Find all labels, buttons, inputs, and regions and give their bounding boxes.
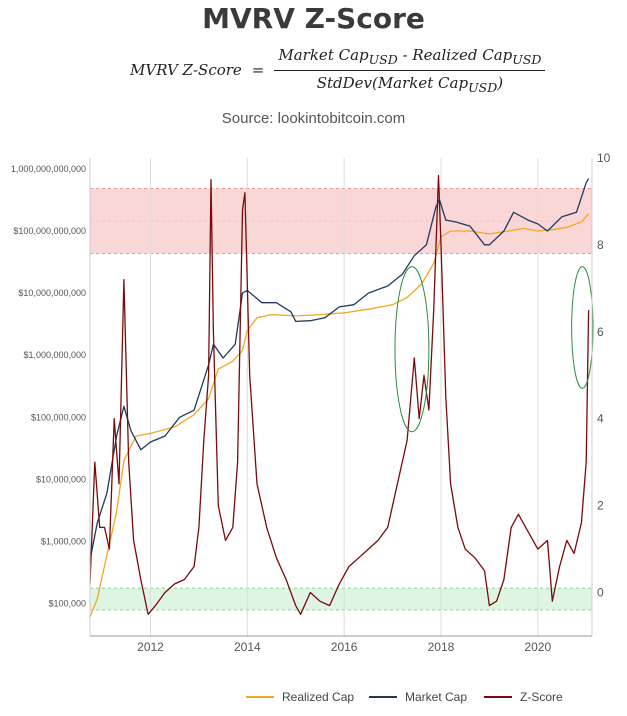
formula-lhs: MVRV Z-Score (130, 61, 242, 79)
market-cap-line (89, 178, 590, 561)
formula-fraction: Market CapUSD - Realized CapUSD StdDev(M… (274, 46, 546, 95)
axes: $100,000 $1,000,000 $10,000,000 $100,000,00… (11, 151, 611, 654)
y-tick-label: $10,000,000 (36, 474, 86, 484)
legend-item-z-score[interactable]: Z-Score (484, 690, 563, 704)
legend: Realized Cap Market Cap Z-Score (0, 690, 627, 708)
x-tick-label: 2018 (428, 640, 455, 654)
y2-tick-label: 2 (597, 499, 604, 513)
y-tick-label: $1,000,000 (41, 536, 86, 546)
x-tick-label: 2012 (137, 640, 164, 654)
zone-bands (90, 188, 592, 611)
y2-tick-label: 10 (597, 151, 611, 165)
y2-tick-label: 8 (597, 238, 604, 252)
series-lines (89, 174, 590, 618)
z-score-line (89, 174, 590, 615)
annotation-ellipse-2 (571, 266, 594, 389)
y-tick-label: $10,000,000,000 (18, 288, 86, 298)
y-tick-label: 1,000,000,000,000 (11, 164, 86, 174)
y-tick-label: $100,000,000,000 (13, 226, 86, 236)
y-tick-label: $100,000 (48, 599, 86, 609)
legend-swatch-market-cap (369, 696, 397, 698)
formula-denominator: StdDev(Market CapUSD) (316, 73, 504, 95)
formula-numerator: Market CapUSD - Realized CapUSD (274, 46, 546, 71)
legend-swatch-realized-cap (246, 696, 274, 698)
x-tick-label: 2014 (234, 640, 261, 654)
formula: MVRV Z-Score = Market CapUSD - Realized … (130, 44, 546, 96)
y2-tick-label: 4 (597, 412, 604, 426)
red-zone-band (90, 188, 592, 254)
x-tick-label: 2020 (524, 640, 551, 654)
x-tick-label: 2016 (331, 640, 358, 654)
y2-tick-label: 0 (597, 586, 604, 600)
y-tick-label: $1,000,000,000 (23, 350, 86, 360)
formula-equals: = (251, 61, 265, 79)
page-title: MVRV Z-Score (202, 2, 425, 35)
y2-tick-label: 6 (597, 325, 604, 339)
annotation-ellipses (394, 266, 594, 433)
legend-item-market-cap[interactable]: Market Cap (369, 690, 467, 704)
green-zone-band (90, 588, 592, 610)
legend-item-realized-cap[interactable]: Realized Cap (246, 690, 354, 704)
annotation-ellipse-1 (394, 266, 430, 433)
realized-cap-line (89, 213, 590, 618)
source-label: Source: lookintobitcoin.com (221, 110, 406, 127)
legend-swatch-z-score (484, 696, 512, 698)
y-tick-label: $100,000,000 (31, 412, 86, 422)
